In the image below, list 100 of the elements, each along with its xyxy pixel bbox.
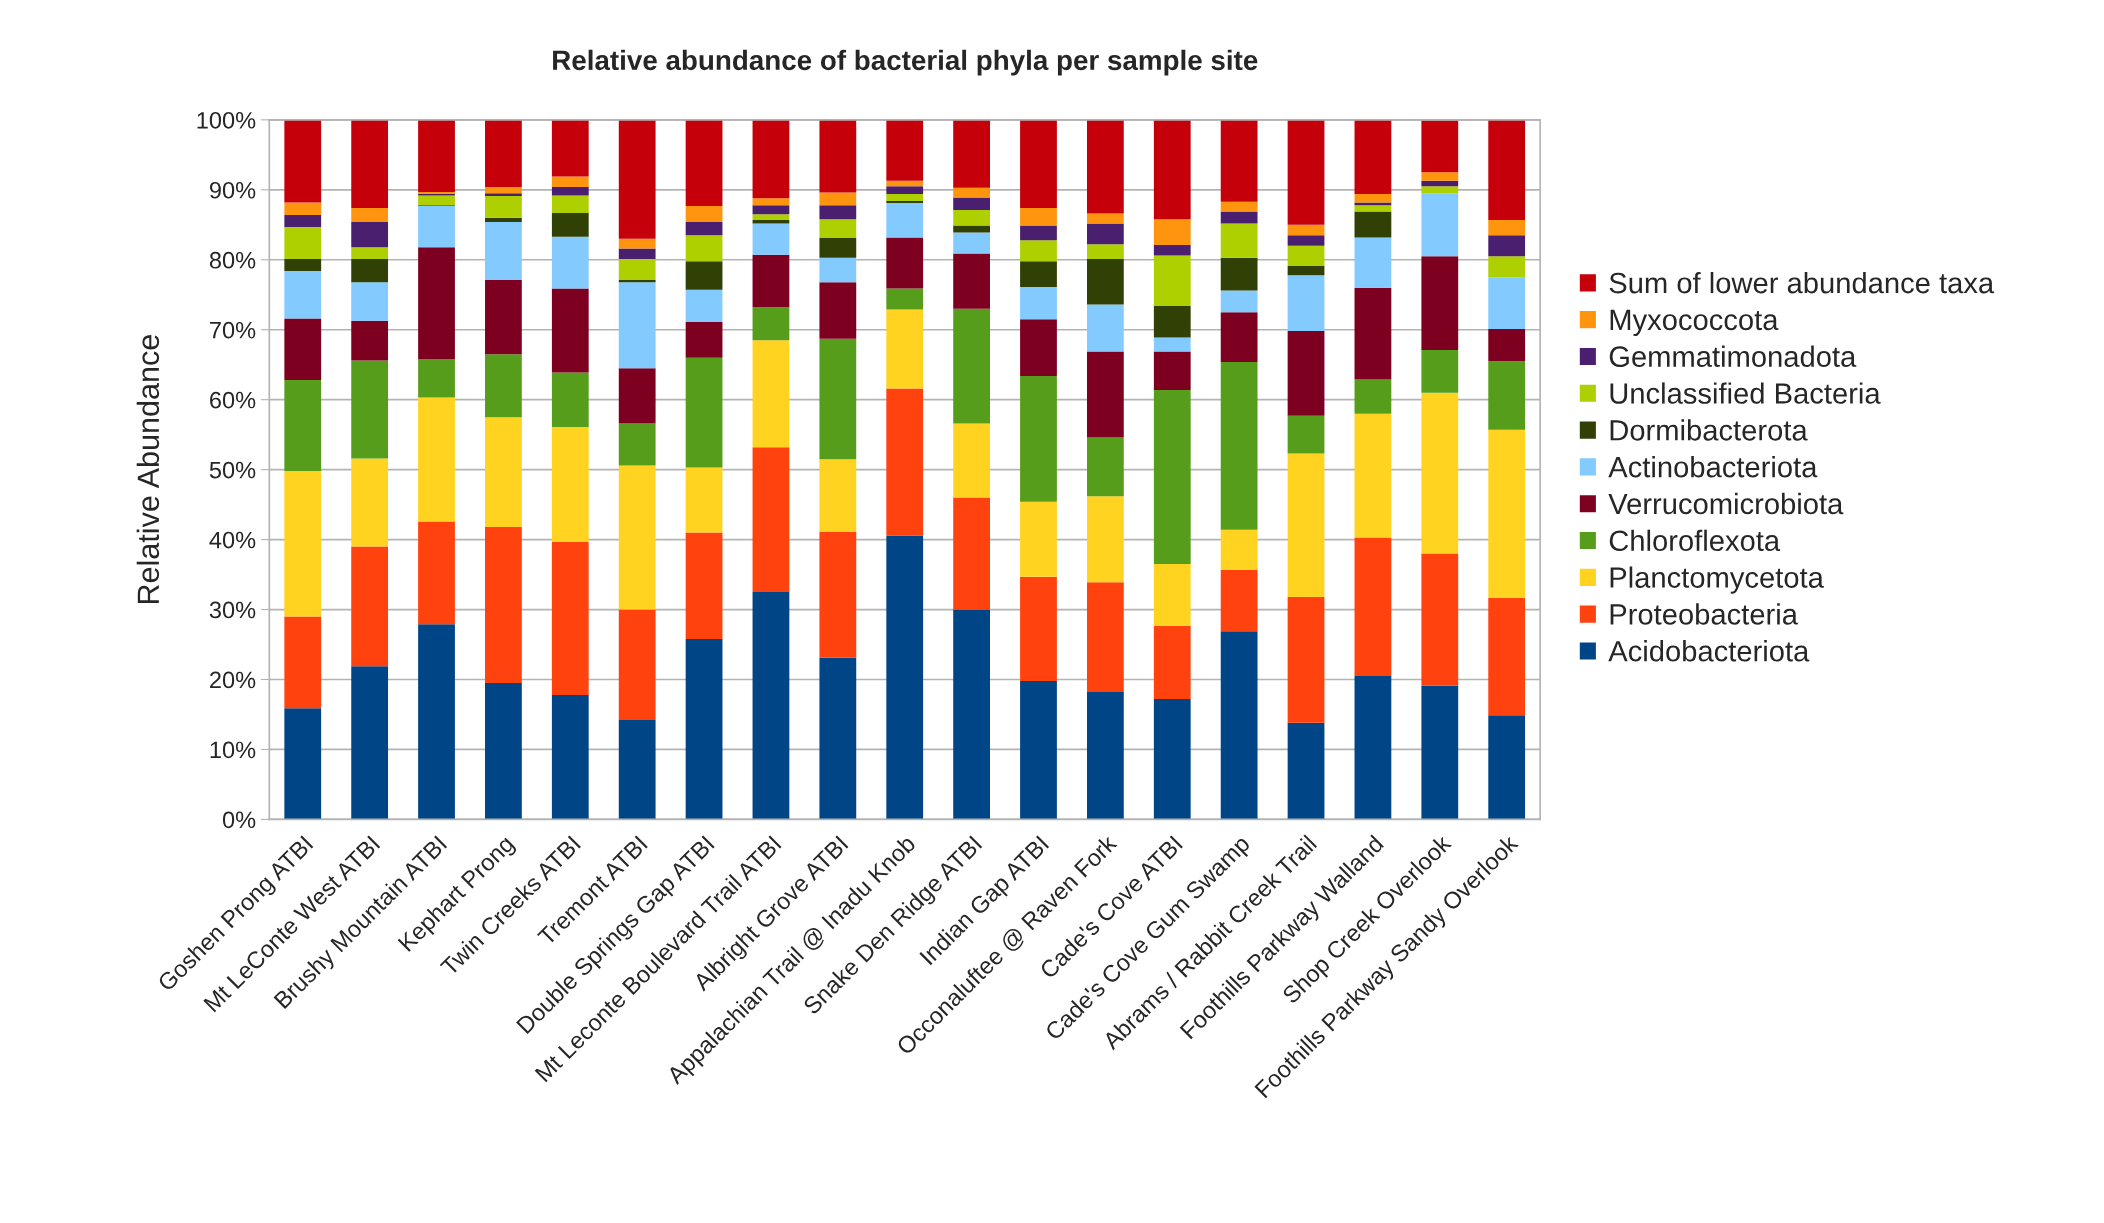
bar (819, 205, 857, 220)
bar (819, 257, 857, 283)
bar (752, 223, 790, 255)
bar (1020, 225, 1057, 241)
bar (819, 657, 857, 820)
legend-label: Chloroflexota (1609, 529, 1781, 552)
bar (485, 119, 522, 188)
bar (1354, 379, 1392, 414)
bar (819, 119, 857, 193)
bar (685, 205, 723, 222)
bar (351, 666, 389, 820)
bar (1421, 120, 1459, 173)
bar (618, 282, 656, 369)
bar (953, 187, 990, 198)
bar (618, 248, 656, 260)
legend-label: Proteobacteria (1610, 603, 1798, 625)
legend-label: Unclassified Bacteria (1610, 382, 1881, 404)
bar (284, 226, 322, 260)
bar (1354, 676, 1392, 820)
bar (1287, 275, 1325, 332)
bar (685, 357, 723, 468)
bar (351, 546, 389, 667)
bar (485, 683, 522, 820)
bar (752, 307, 790, 341)
bar (284, 214, 322, 227)
bar (886, 186, 924, 195)
bar (752, 119, 790, 199)
bar (351, 360, 389, 459)
bar (1153, 699, 1191, 820)
bar (418, 119, 455, 192)
bar (284, 202, 322, 215)
bar (1086, 259, 1124, 305)
bar (1220, 257, 1258, 291)
bar (1086, 119, 1124, 214)
bar (1354, 287, 1392, 380)
bar (1287, 235, 1325, 246)
bar (953, 197, 990, 211)
bar (953, 497, 990, 610)
bar (1287, 453, 1325, 597)
bar (1220, 569, 1258, 632)
bar (1020, 287, 1057, 320)
bar (886, 288, 924, 310)
bar (1421, 685, 1459, 820)
bar (551, 288, 589, 373)
bar (1421, 180, 1459, 187)
bar (1086, 223, 1124, 245)
bar (1086, 244, 1124, 260)
bar (1153, 245, 1191, 256)
bar (1020, 501, 1057, 577)
bar (551, 212, 589, 237)
bar (1488, 235, 1526, 257)
bar (1421, 553, 1459, 686)
bar (886, 201, 924, 204)
bar (1153, 305, 1191, 338)
y-tick-label: 10% (210, 741, 256, 759)
bar (284, 270, 322, 319)
bar (886, 535, 924, 820)
bar (953, 308, 990, 424)
bar (618, 423, 656, 466)
bar (618, 280, 656, 283)
bar (1020, 119, 1057, 208)
bar (284, 259, 322, 271)
bar (886, 309, 924, 389)
bar (1220, 223, 1258, 258)
bar (618, 259, 656, 281)
bar (752, 198, 790, 206)
y-tick-label: 30% (209, 601, 256, 619)
bar (1354, 194, 1392, 203)
bar (685, 261, 723, 290)
bar (485, 187, 522, 194)
bar (618, 609, 656, 721)
bar (1354, 205, 1392, 212)
bar (1488, 256, 1526, 278)
bar (284, 708, 322, 820)
bar (953, 210, 990, 226)
bar (1287, 331, 1325, 416)
bar (685, 119, 723, 206)
bar (1220, 361, 1258, 530)
bar (1220, 211, 1258, 224)
bar (485, 193, 522, 197)
bar (1421, 350, 1459, 393)
y-tick-label: 70% (210, 321, 256, 339)
y-tick-label: 40% (209, 531, 256, 549)
bar (1488, 219, 1526, 236)
bar (752, 592, 790, 820)
bar (1153, 564, 1191, 626)
bar (953, 423, 990, 498)
bar (351, 458, 389, 547)
bar (1488, 277, 1526, 330)
bar (1220, 290, 1258, 313)
y-tick-label: 60% (210, 391, 256, 409)
bar (819, 531, 857, 658)
bar (485, 280, 522, 355)
bar (953, 119, 990, 188)
bar (418, 397, 455, 522)
bar (485, 221, 522, 281)
bar (1354, 413, 1392, 538)
bar (1354, 211, 1392, 238)
bar (351, 119, 389, 208)
bar (1421, 256, 1459, 351)
